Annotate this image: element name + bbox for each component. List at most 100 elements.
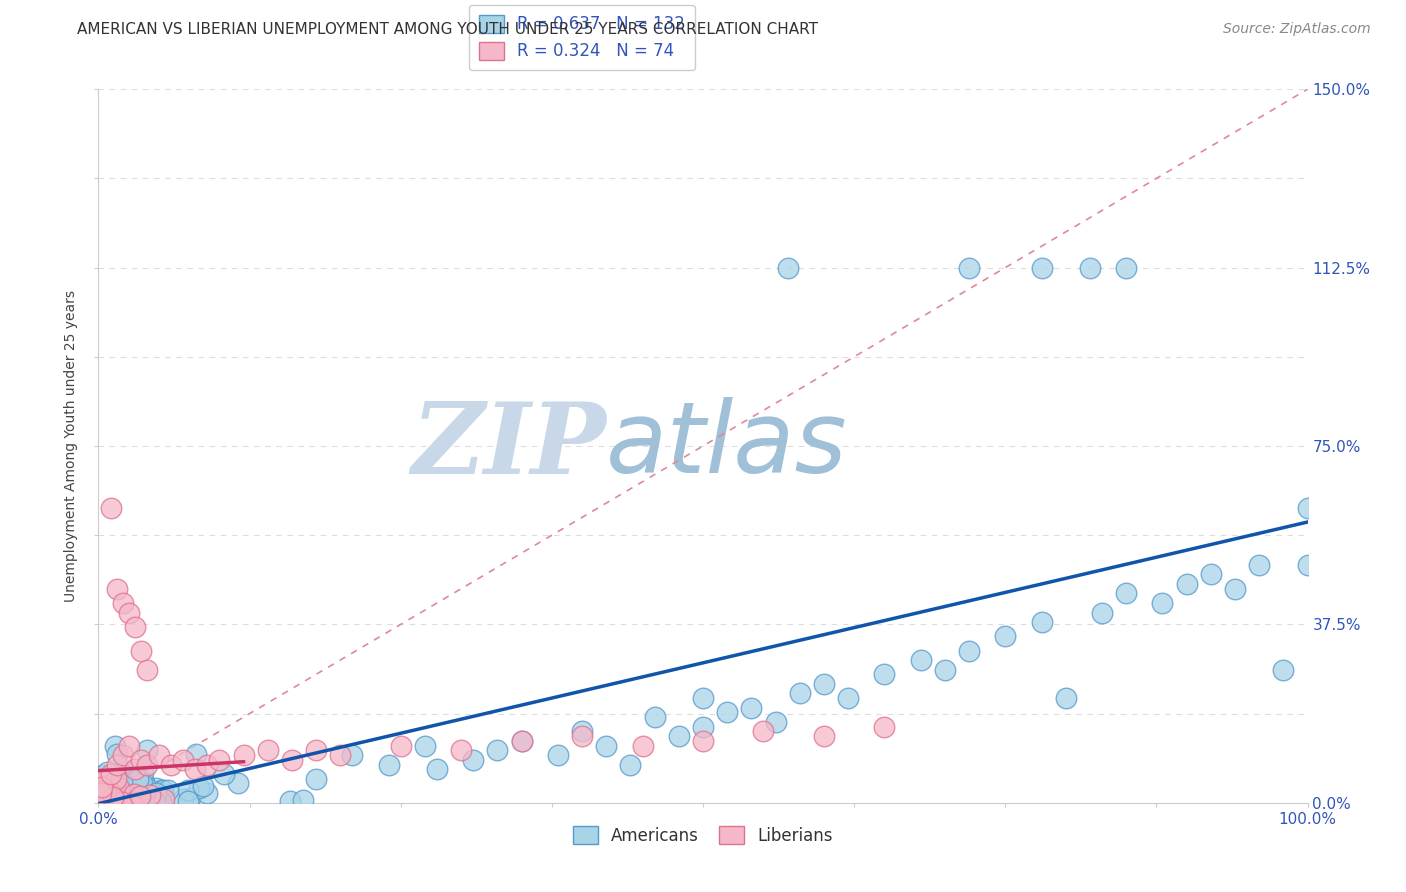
Point <box>145 781 167 796</box>
Point <box>510 734 533 748</box>
Point <box>111 596 134 610</box>
Point <box>668 729 690 743</box>
Point <box>96 786 118 800</box>
Point <box>1175 577 1198 591</box>
Point <box>91 787 114 801</box>
Point <box>124 772 146 787</box>
Point <box>124 620 146 634</box>
Point <box>329 748 352 763</box>
Point <box>96 779 118 793</box>
Point <box>107 787 129 801</box>
Point <box>740 700 762 714</box>
Point <box>97 781 120 796</box>
Point <box>89 790 111 805</box>
Point <box>97 773 120 788</box>
Point <box>177 782 200 797</box>
Point <box>105 785 128 799</box>
Point <box>114 792 136 806</box>
Point <box>93 794 115 808</box>
Point <box>873 667 896 681</box>
Point <box>91 795 114 809</box>
Point <box>132 764 155 779</box>
Point <box>90 792 112 806</box>
Point <box>1223 582 1246 596</box>
Point <box>105 779 128 793</box>
Point <box>1296 500 1319 515</box>
Point <box>96 795 118 809</box>
Point <box>104 795 127 809</box>
Point <box>149 793 172 807</box>
Point <box>103 790 125 805</box>
Legend: Americans, Liberians: Americans, Liberians <box>567 820 839 852</box>
Text: Source: ZipAtlas.com: Source: ZipAtlas.com <box>1223 22 1371 37</box>
Point <box>108 785 131 799</box>
Point <box>125 786 148 800</box>
Point <box>208 753 231 767</box>
Point <box>1054 691 1077 706</box>
Point <box>789 686 811 700</box>
Point <box>184 763 207 777</box>
Point <box>1249 558 1271 572</box>
Point <box>135 786 157 800</box>
Point <box>486 743 509 757</box>
Point <box>90 789 112 803</box>
Point <box>111 793 134 807</box>
Point <box>157 782 180 797</box>
Point <box>1272 663 1295 677</box>
Point <box>135 743 157 757</box>
Point <box>96 764 118 779</box>
Point <box>115 795 138 809</box>
Point <box>90 795 112 809</box>
Point <box>1078 260 1101 275</box>
Point <box>115 789 138 803</box>
Point <box>934 663 956 677</box>
Point <box>93 782 115 797</box>
Point <box>1115 586 1137 600</box>
Text: ZIP: ZIP <box>412 398 606 494</box>
Point <box>595 739 617 753</box>
Point <box>957 643 980 657</box>
Point <box>111 789 134 804</box>
Point <box>305 743 328 757</box>
Point <box>389 739 412 753</box>
Point <box>692 691 714 706</box>
Point <box>100 787 122 801</box>
Point <box>619 757 641 772</box>
Point <box>101 794 124 808</box>
Point <box>342 748 364 763</box>
Point <box>122 787 145 801</box>
Point <box>127 772 149 787</box>
Point <box>152 783 174 797</box>
Point <box>278 794 301 808</box>
Text: AMERICAN VS LIBERIAN UNEMPLOYMENT AMONG YOUTH UNDER 25 YEARS CORRELATION CHART: AMERICAN VS LIBERIAN UNEMPLOYMENT AMONG … <box>77 22 818 37</box>
Point <box>111 795 134 809</box>
Point <box>179 790 201 805</box>
Point <box>101 770 124 784</box>
Point <box>1152 596 1174 610</box>
Point <box>153 792 176 806</box>
Point <box>994 629 1017 643</box>
Point <box>413 739 436 753</box>
Point <box>105 793 128 807</box>
Point <box>127 791 149 805</box>
Point <box>631 739 654 753</box>
Point <box>1199 567 1222 582</box>
Point <box>873 720 896 734</box>
Point <box>104 739 127 753</box>
Point <box>101 795 124 809</box>
Point <box>226 776 249 790</box>
Point <box>115 793 138 807</box>
Point <box>377 757 399 772</box>
Point <box>111 790 134 805</box>
Point <box>1296 558 1319 572</box>
Point <box>91 768 114 782</box>
Point <box>98 790 121 805</box>
Point <box>120 792 142 806</box>
Point <box>195 757 218 772</box>
Point <box>90 794 112 808</box>
Point <box>91 795 114 809</box>
Point <box>108 790 131 805</box>
Point <box>149 795 172 809</box>
Point <box>128 789 150 803</box>
Point <box>450 743 472 757</box>
